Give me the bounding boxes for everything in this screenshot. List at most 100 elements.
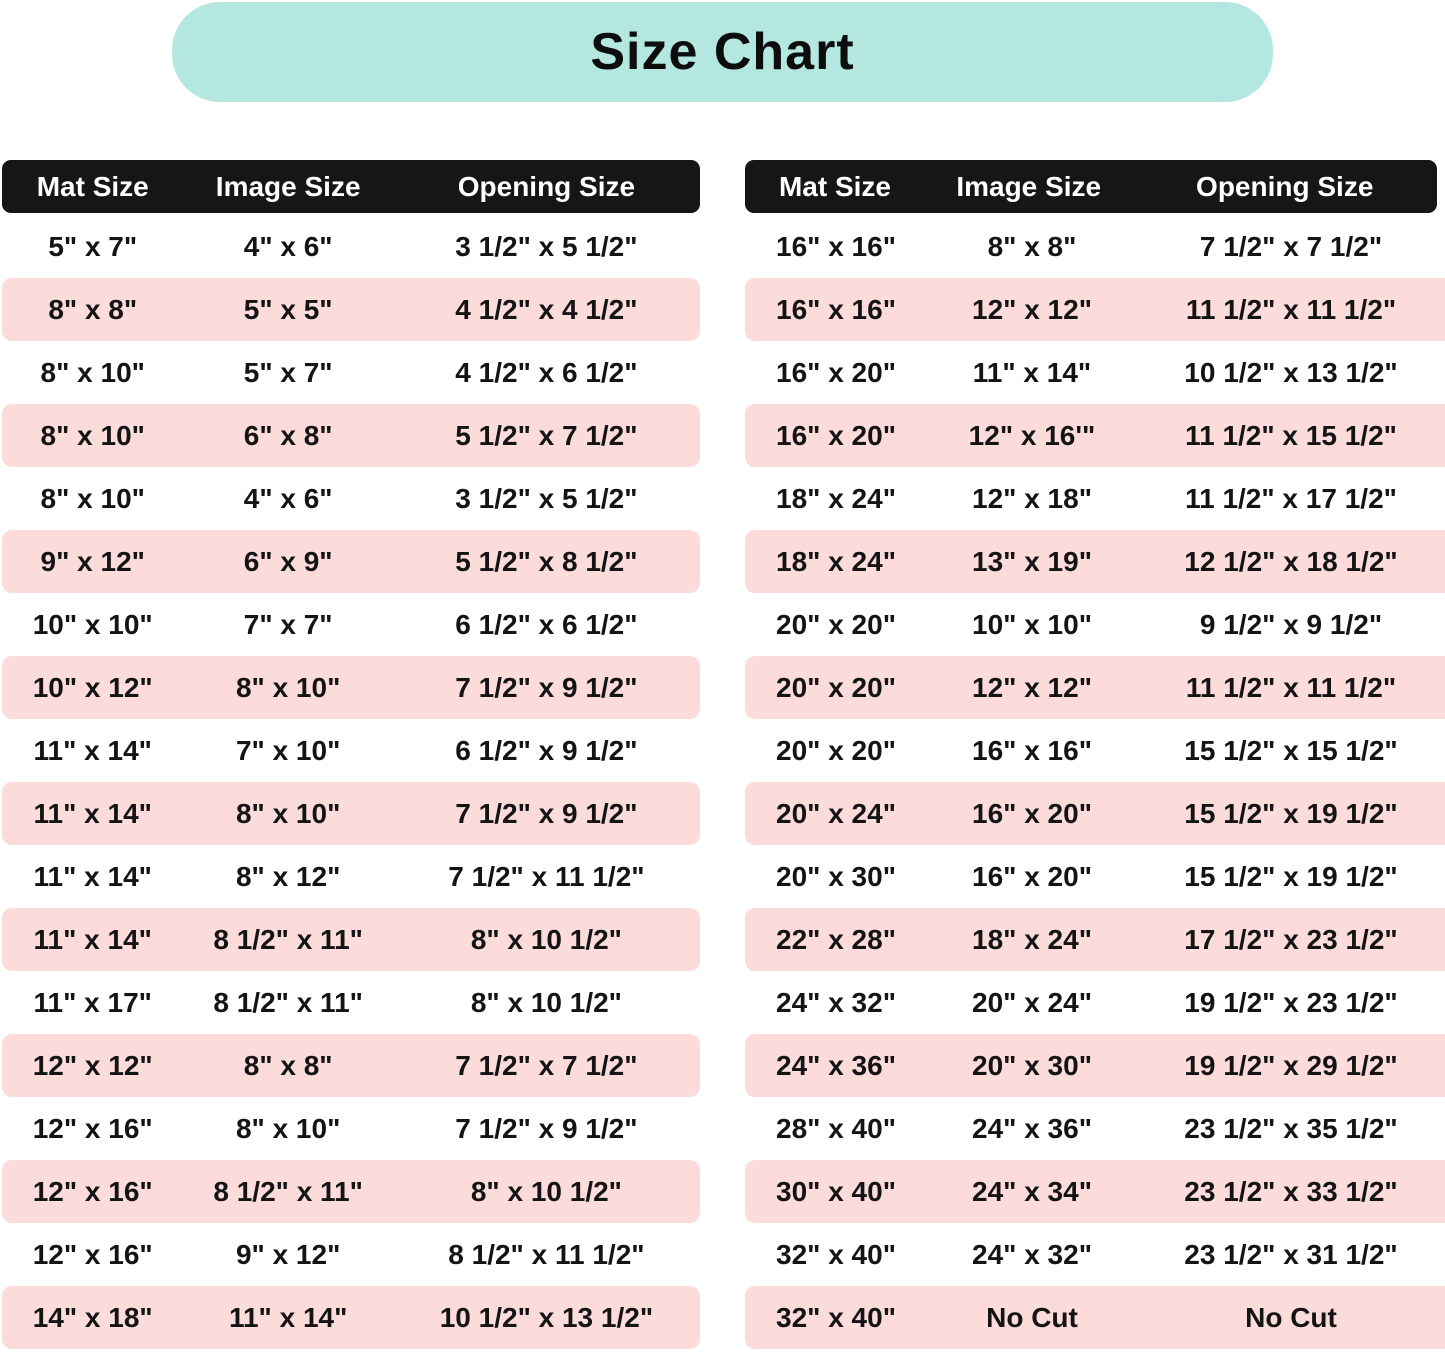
image-size-cell: 12" x 18": [972, 482, 1092, 514]
image-size-cell: 8" x 10": [235, 797, 341, 829]
table-header-row: Mat Size Image Size Opening Size: [2, 160, 700, 213]
mat-size-cell: 16" x 16": [776, 293, 896, 325]
table-row: 20" x 20" 16" x 16" 15 1/2" x 15 1/2": [745, 719, 1445, 782]
mat-size-cell: 24" x 32": [776, 986, 896, 1018]
opening-size-cell: 15 1/2" x 19 1/2": [1184, 860, 1398, 892]
mat-size-cell: 30" x 40": [776, 1175, 896, 1207]
opening-size-cell: 19 1/2" x 29 1/2": [1184, 1049, 1398, 1081]
opening-size-cell: 3 1/2" x 5 1/2": [455, 230, 638, 262]
opening-size-cell: 4 1/2" x 6 1/2": [455, 356, 638, 388]
table-row: 18" x 24" 13" x 19" 12 1/2" x 18 1/2": [745, 530, 1445, 593]
mat-size-cell: 8" x 10": [40, 356, 145, 388]
image-size-cell: 8" x 8": [987, 230, 1077, 262]
mat-size-cell: 28" x 40": [776, 1112, 896, 1144]
mat-size-cell: 20" x 30": [776, 860, 896, 892]
opening-size-cell: 11 1/2" x 15 1/2": [1185, 419, 1397, 451]
mat-size-cell: 22" x 28": [776, 923, 896, 955]
image-size-cell: 8 1/2" x 11": [213, 986, 363, 1018]
opening-size-cell: 7 1/2" x 11 1/2": [448, 860, 645, 892]
table-row: 12" x 16" 8 1/2" x 11" 8" x 10 1/2": [2, 1160, 700, 1223]
opening-size-cell: 15 1/2" x 19 1/2": [1184, 797, 1398, 829]
table-row: 24" x 36" 20" x 30" 19 1/2" x 29 1/2": [745, 1034, 1445, 1097]
image-size-cell: 7" x 10": [235, 734, 341, 766]
mat-size-cell: 12" x 12": [32, 1049, 153, 1081]
image-size-cell: 8" x 10": [235, 1112, 341, 1144]
image-size-cell: 16" x 16": [972, 734, 1092, 766]
table-row: 10" x 12" 8" x 10" 7 1/2" x 9 1/2": [2, 656, 700, 719]
table-row: 16" x 20" 11" x 14" 10 1/2" x 13 1/2": [745, 341, 1445, 404]
image-size-cell: No Cut: [986, 1301, 1078, 1333]
mat-size-cell: 24" x 36": [776, 1049, 896, 1081]
opening-size-cell: 7 1/2" x 7 1/2": [455, 1049, 638, 1081]
image-size-cell: 24" x 32": [972, 1238, 1092, 1270]
column-header-mat-size: Mat Size: [778, 170, 891, 202]
mat-size-cell: 16" x 20": [776, 419, 896, 451]
table-row: 11" x 14" 8" x 10" 7 1/2" x 9 1/2": [2, 782, 700, 845]
table-row: 20" x 30" 16" x 20" 15 1/2" x 19 1/2": [745, 845, 1445, 908]
image-size-cell: 8" x 8": [243, 1049, 333, 1081]
image-size-cell: 4" x 6": [243, 482, 333, 514]
opening-size-cell: 7 1/2" x 9 1/2": [455, 797, 638, 829]
table-row: 12" x 16" 9" x 12" 8 1/2" x 11 1/2": [2, 1223, 700, 1286]
table-row: 16" x 16" 12" x 12" 11 1/2" x 11 1/2": [745, 278, 1445, 341]
mat-size-cell: 11" x 14": [33, 797, 152, 829]
mat-size-cell: 20" x 20": [776, 608, 896, 640]
mat-size-cell: 32" x 40": [776, 1301, 896, 1333]
opening-size-cell: 17 1/2" x 23 1/2": [1184, 923, 1398, 955]
table-row: 28" x 40" 24" x 36" 23 1/2" x 35 1/2": [745, 1097, 1445, 1160]
table-row: 8" x 10" 6" x 8" 5 1/2" x 7 1/2": [2, 404, 700, 467]
column-header-opening-size: Opening Size: [457, 170, 636, 202]
table-row: 10" x 10" 7" x 7" 6 1/2" x 6 1/2": [2, 593, 700, 656]
image-size-cell: 24" x 36": [972, 1112, 1092, 1144]
image-size-cell: 20" x 30": [972, 1049, 1092, 1081]
size-table-left: Mat Size Image Size Opening Size 5" x 7"…: [2, 160, 700, 1349]
opening-size-cell: 5 1/2" x 7 1/2": [455, 419, 638, 451]
image-size-cell: 12" x 16'": [968, 419, 1096, 451]
image-size-cell: 12" x 12": [972, 671, 1092, 703]
image-size-cell: 18" x 24": [972, 923, 1092, 955]
opening-size-cell: 4 1/2" x 4 1/2": [455, 293, 638, 325]
mat-size-cell: 16" x 16": [776, 230, 896, 262]
image-size-cell: 24" x 34": [972, 1175, 1092, 1207]
image-size-cell: 5" x 7": [243, 356, 333, 388]
opening-size-cell: 12 1/2" x 18 1/2": [1184, 545, 1398, 577]
table-row: 16" x 16" 8" x 8" 7 1/2" x 7 1/2": [745, 215, 1445, 278]
opening-size-cell: 11 1/2" x 11 1/2": [1185, 671, 1397, 703]
table-row: 8" x 10" 5" x 7" 4 1/2" x 6 1/2": [2, 341, 700, 404]
table-row: 32" x 40" No Cut No Cut: [745, 1286, 1445, 1349]
opening-size-cell: 11 1/2" x 11 1/2": [1185, 293, 1397, 325]
table-row: 8" x 10" 4" x 6" 3 1/2" x 5 1/2": [2, 467, 700, 530]
table-row: 12" x 12" 8" x 8" 7 1/2" x 7 1/2": [2, 1034, 700, 1097]
mat-size-cell: 12" x 16": [32, 1175, 153, 1207]
mat-size-cell: 11" x 17": [33, 986, 152, 1018]
table-row: 5" x 7" 4" x 6" 3 1/2" x 5 1/2": [2, 215, 700, 278]
mat-size-cell: 18" x 24": [776, 545, 896, 577]
image-size-cell: 13" x 19": [972, 545, 1092, 577]
mat-size-cell: 12" x 16": [32, 1112, 153, 1144]
mat-size-cell: 5" x 7": [48, 230, 138, 262]
opening-size-cell: 8" x 10 1/2": [470, 986, 622, 1018]
size-table-right: Mat Size Image Size Opening Size 16" x 1…: [745, 160, 1445, 1349]
table-row: 32" x 40" 24" x 32" 23 1/2" x 31 1/2": [745, 1223, 1445, 1286]
mat-size-cell: 20" x 20": [776, 671, 896, 703]
image-size-cell: 6" x 9": [243, 545, 333, 577]
mat-size-cell: 11" x 14": [33, 923, 152, 955]
image-size-cell: 6" x 8": [243, 419, 333, 451]
opening-size-cell: 23 1/2" x 35 1/2": [1184, 1112, 1398, 1144]
image-size-cell: 11" x 14": [228, 1301, 348, 1333]
mat-size-cell: 11" x 14": [33, 734, 152, 766]
image-size-cell: 11" x 14": [972, 356, 1092, 388]
mat-size-cell: 8" x 8": [48, 293, 138, 325]
mat-size-cell: 8" x 10": [40, 482, 145, 514]
opening-size-cell: 23 1/2" x 33 1/2": [1184, 1175, 1398, 1207]
table-row: 20" x 20" 12" x 12" 11 1/2" x 11 1/2": [745, 656, 1445, 719]
opening-size-cell: 7 1/2" x 9 1/2": [455, 1112, 638, 1144]
image-size-cell: 12" x 12": [972, 293, 1092, 325]
image-size-cell: 9" x 12": [235, 1238, 341, 1270]
image-size-cell: 4" x 6": [243, 230, 333, 262]
mat-size-cell: 10" x 10": [32, 608, 153, 640]
image-size-cell: 10" x 10": [972, 608, 1092, 640]
page-title: Size Chart: [590, 23, 855, 81]
table-row: 12" x 16" 8" x 10" 7 1/2" x 9 1/2": [2, 1097, 700, 1160]
opening-size-cell: 3 1/2" x 5 1/2": [455, 482, 638, 514]
